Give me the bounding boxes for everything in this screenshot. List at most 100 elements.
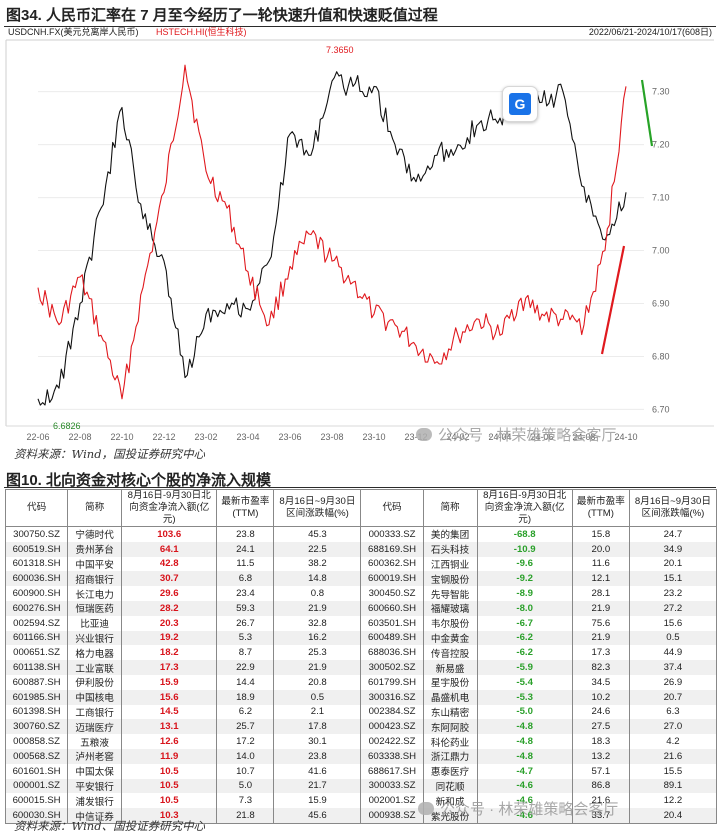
table-cell: 12.2 <box>628 793 718 809</box>
table-cell: 20.1 <box>628 556 718 572</box>
y-tick-label: 7.00 <box>652 246 670 256</box>
table-cell: 10.2 <box>571 689 630 705</box>
table-cell: 22.5 <box>273 541 362 557</box>
table-row: 601398.SH 工商银行 14.5 6.2 2.1 002384.SZ 东山精密 -5.0… <box>4 704 718 720</box>
table-cell: 中国太保 <box>67 763 123 779</box>
table-cell: 23.4 <box>216 586 275 601</box>
table-cell: 泸州老窖 <box>67 748 123 764</box>
table-cell: 21.8 <box>216 808 275 824</box>
table-cell: 600036.SH <box>4 571 69 587</box>
table-cell: -9.2 <box>476 571 573 587</box>
table-cell: 0.5 <box>628 630 718 646</box>
table-cell: -10.9 <box>476 541 573 557</box>
table-cell: 601398.SH <box>4 704 69 720</box>
table-cell: 601601.SH <box>4 763 69 779</box>
table-cell: 浙江鼎力 <box>422 748 478 764</box>
table-cell: 工商银行 <box>67 704 123 720</box>
y-tick-label: 7.20 <box>652 140 670 150</box>
table-cell: 18.9 <box>216 689 275 705</box>
table-cell: 恒瑞医药 <box>67 600 123 616</box>
table-cell: 000651.SZ <box>4 645 69 661</box>
table-cell: 600019.SH <box>360 571 424 587</box>
table-body: 300750.SZ 宁德时代 103.6 23.8 45.3 000333.SZ 美的集团 -… <box>4 526 718 824</box>
column-header: 8月16日-9月30日北向资金净流入额(亿元) <box>476 489 573 527</box>
x-tick-label: 24-04 <box>488 432 511 442</box>
x-tick-label: 23-10 <box>362 432 385 442</box>
table-cell: 11.9 <box>121 748 218 764</box>
table-cell: 59.3 <box>216 600 275 616</box>
table-cell: 星宇股份 <box>422 674 478 690</box>
table-cell: 21.9 <box>273 660 362 675</box>
table-cell: 宝钢股份 <box>422 571 478 587</box>
table-cell: -5.9 <box>476 660 573 675</box>
table-row: 600276.SH 恒瑞医药 28.2 59.3 21.9 600660.SH 福耀玻璃 -8… <box>4 600 718 616</box>
table-cell: 14.8 <box>273 571 362 587</box>
table-row: 600519.SH 贵州茅台 64.1 24.1 22.5 688169.SH 石头科技 -1… <box>4 541 718 557</box>
table-cell: 12.6 <box>121 734 218 749</box>
y-tick-label: 6.80 <box>652 351 670 361</box>
watermark-bottom: 公众号 · 林荣雄策略会客厅 <box>418 798 618 819</box>
table-cell: 600015.SH <box>4 793 69 809</box>
table-row: 601138.SH 工业富联 17.3 22.9 21.9 300502.SZ 新易盛 -5.… <box>4 660 718 675</box>
table-cell: 五粮液 <box>67 734 123 749</box>
x-tick-label: 23-02 <box>194 432 217 442</box>
table-cell: 13.1 <box>121 719 218 735</box>
table-cell: 000333.SZ <box>360 526 424 542</box>
table-cell: 11.5 <box>216 556 275 572</box>
table-cell: 15.6 <box>121 689 218 705</box>
table-cell: 招商银行 <box>67 571 123 587</box>
table-cell: 86.8 <box>571 778 630 794</box>
table-cell: 比亚迪 <box>67 615 123 631</box>
table-cell: 688169.SH <box>360 541 424 557</box>
table-cell: 0.8 <box>273 586 362 601</box>
x-tick-label: 22-10 <box>110 432 133 442</box>
table-cell: -4.6 <box>476 778 573 794</box>
table-cell: 传音控股 <box>422 645 478 661</box>
table-cell: 27.2 <box>628 600 718 616</box>
table-cell: 0.5 <box>273 689 362 705</box>
table-cell: 300450.SZ <box>360 586 424 601</box>
x-tick-label: 24-10 <box>614 432 637 442</box>
table-cell: 603501.SH <box>360 615 424 631</box>
table-cell: 15.9 <box>273 793 362 809</box>
table-row: 600887.SH 伊利股份 15.9 14.4 20.8 601799.SH 星宇股份 -5… <box>4 674 718 690</box>
table-cell: 晶盛机电 <box>422 689 478 705</box>
column-header: 代码 <box>360 489 424 527</box>
x-tick-label: 24-02 <box>446 432 469 442</box>
column-header: 简称 <box>67 489 123 527</box>
table-cell: 82.3 <box>571 660 630 675</box>
table-cell: 10.5 <box>121 793 218 809</box>
table-cell: 600276.SH <box>4 600 69 616</box>
table-cell: 16.2 <box>273 630 362 646</box>
table-cell: 13.2 <box>571 748 630 764</box>
table-row: 000858.SZ 五粮液 12.6 17.2 30.1 002422.SZ 科伦药业 -4.… <box>4 734 718 749</box>
table-cell: -6.7 <box>476 615 573 631</box>
table-cell: 75.6 <box>571 615 630 631</box>
exchange-rate-chart: USDCNH.FX(美元兑离岸人民币) HSTECH.HI(恒生科技) 2022… <box>4 22 716 444</box>
table-cell: 600900.SH <box>4 586 69 601</box>
table-cell: 21.9 <box>273 600 362 616</box>
table-cell: 韦尔股份 <box>422 615 478 631</box>
chart-source: 资料来源：Wind，国投证券研究中心 <box>14 447 206 461</box>
table-row: 300750.SZ 宁德时代 103.6 23.8 45.3 000333.SZ 美的集团 -… <box>4 526 718 542</box>
table-cell: 紫光股份 <box>422 808 478 824</box>
figure-title: 图34. 人民币汇率在 7 月至今经历了一轮快速升值和快速贬值过程 <box>6 7 438 24</box>
table-cell: 34.5 <box>571 674 630 690</box>
chart-canvas: 6.70 6.80 6.90 7.00 7.10 7.20 7.30 22-06 22-08 22… <box>5 39 714 442</box>
table-cell: 600362.SH <box>360 556 424 572</box>
table-cell: 688617.SH <box>360 763 424 779</box>
table-title: 图10. 北向资金对核心个股的净流入规模 <box>6 472 272 489</box>
table-cell: -8.9 <box>476 586 573 601</box>
table-cell: -5.4 <box>476 674 573 690</box>
table-header-row: 代码 简称 8月16日-9月30日北向资金净流入额(亿元) 最新市盈率(TTM) 8月1… <box>4 489 718 527</box>
translate-icon[interactable]: G <box>502 86 538 122</box>
table-cell: 25.3 <box>273 645 362 661</box>
table-cell: 34.9 <box>628 541 718 557</box>
table-cell: 600489.SH <box>360 630 424 646</box>
table-cell: 27.5 <box>571 719 630 735</box>
highlight-rise <box>600 245 626 355</box>
table-cell: 42.8 <box>121 556 218 572</box>
table-cell: -4.7 <box>476 763 573 779</box>
table-cell: 17.3 <box>121 660 218 675</box>
table-cell: -5.3 <box>476 689 573 705</box>
